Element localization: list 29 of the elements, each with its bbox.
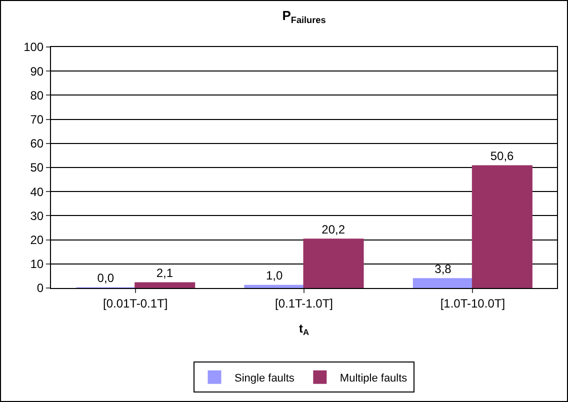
y-tick-label: 100 <box>24 40 44 54</box>
y-tick-label: 50 <box>30 160 44 175</box>
data-label: 50,6 <box>490 149 514 164</box>
legend-label: Single faults <box>234 372 295 384</box>
data-label: 2,1 <box>156 266 174 280</box>
x-tick-label: [1.0T-10.0T] <box>440 296 506 310</box>
x-tick-label: [0.1T-1.0T] <box>274 296 334 310</box>
legend-label: Multiple faults <box>340 372 408 384</box>
bar <box>472 165 532 288</box>
y-tick-label: 40 <box>30 184 44 199</box>
y-tick-label: 90 <box>30 64 44 78</box>
chart-title: P$_{Failures}$ <box>282 8 326 25</box>
data-label: 3,8 <box>434 262 452 276</box>
y-tick-label: 60 <box>30 136 44 151</box>
y-tick-label: 0 <box>36 281 44 296</box>
bar <box>244 284 305 288</box>
data-label: 0,0 <box>97 271 114 285</box>
bar <box>412 278 474 288</box>
bar <box>303 238 364 288</box>
data-label: 20,2 <box>322 222 346 236</box>
y-tick-label: 80 <box>30 88 44 102</box>
x-tick-label: [0.01T-0.1T] <box>102 296 168 310</box>
y-tick-label: 20 <box>30 233 44 247</box>
bar <box>134 282 196 288</box>
y-tick-label: 10 <box>30 257 44 272</box>
y-tick-label: 70 <box>30 112 44 126</box>
x-axis-title: t$_{A}$ <box>298 321 310 337</box>
data-label: 1,0 <box>266 268 283 283</box>
y-tick-label: 30 <box>30 208 44 223</box>
